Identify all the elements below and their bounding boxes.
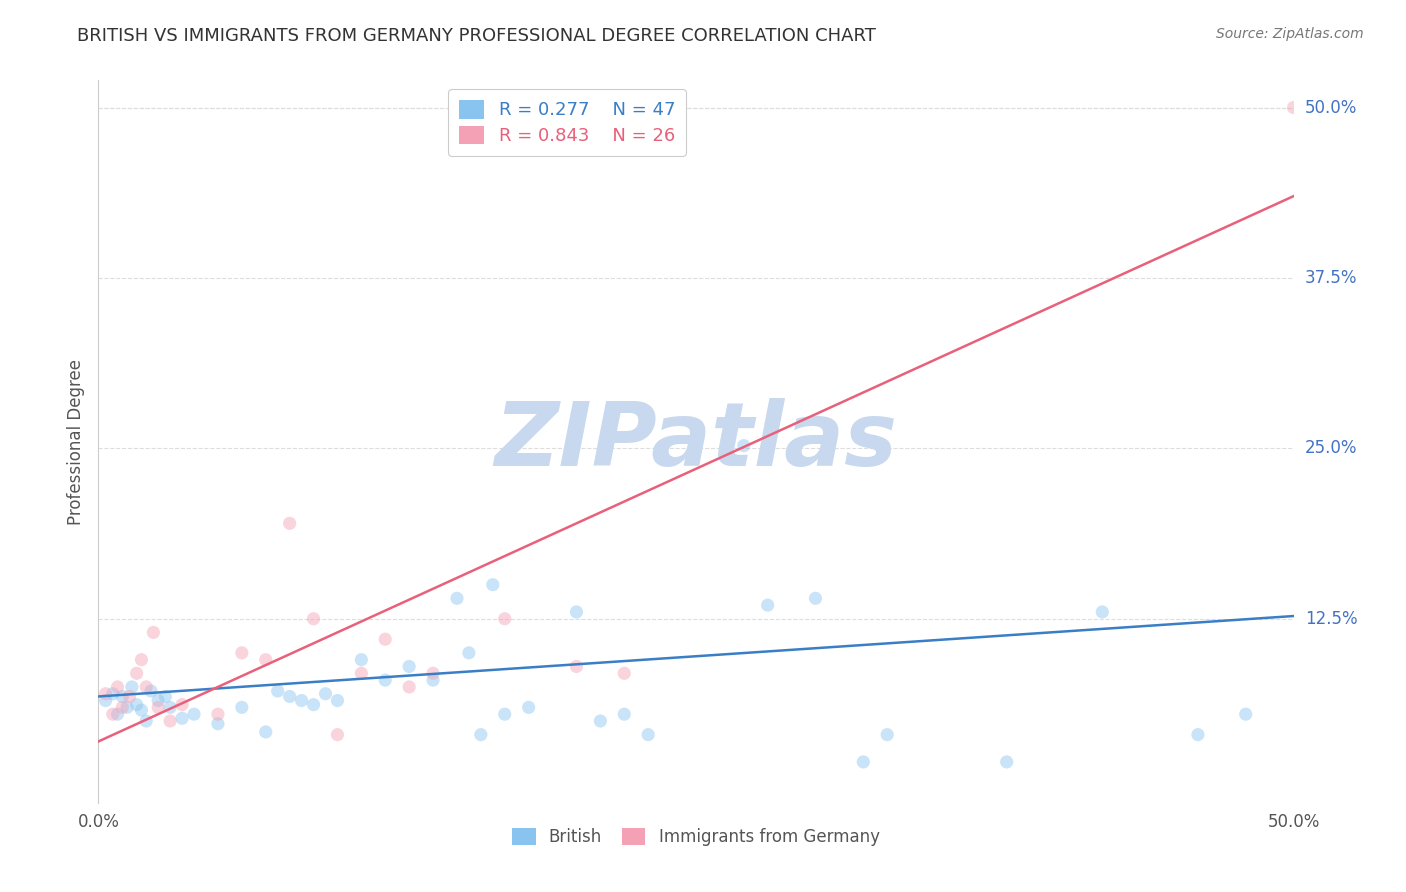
Point — [458, 646, 481, 660]
Text: 50.0%: 50.0% — [1305, 98, 1357, 117]
Point — [207, 707, 229, 722]
Point — [139, 684, 162, 698]
Point — [481, 577, 505, 591]
Point — [326, 728, 349, 742]
Point — [135, 714, 157, 728]
Point — [350, 666, 373, 681]
Point — [107, 707, 129, 722]
Point — [254, 653, 277, 667]
Point — [422, 673, 444, 687]
Point — [155, 690, 177, 704]
Point — [172, 698, 194, 712]
Point — [231, 646, 253, 660]
Point — [1282, 101, 1305, 115]
Point — [494, 612, 516, 626]
Text: 12.5%: 12.5% — [1305, 610, 1357, 628]
Point — [115, 700, 138, 714]
Point — [231, 700, 253, 714]
Point — [159, 714, 181, 728]
Point — [254, 725, 277, 739]
Text: 37.5%: 37.5% — [1305, 269, 1357, 287]
Point — [94, 693, 117, 707]
Point — [589, 714, 612, 728]
Point — [172, 711, 194, 725]
Point — [291, 693, 314, 707]
Y-axis label: Professional Degree: Professional Degree — [66, 359, 84, 524]
Point — [733, 439, 755, 453]
Point — [131, 703, 153, 717]
Text: ZIPatlas: ZIPatlas — [495, 398, 897, 485]
Point — [422, 666, 444, 681]
Point — [494, 707, 516, 722]
Point — [125, 698, 148, 712]
Point — [131, 653, 153, 667]
Point — [94, 687, 117, 701]
Point — [315, 687, 337, 701]
Legend: British, Immigrants from Germany: British, Immigrants from Germany — [502, 818, 890, 856]
Point — [148, 700, 170, 714]
Point — [398, 659, 420, 673]
Text: BRITISH VS IMMIGRANTS FROM GERMANY PROFESSIONAL DEGREE CORRELATION CHART: BRITISH VS IMMIGRANTS FROM GERMANY PROFE… — [77, 27, 876, 45]
Point — [111, 690, 134, 704]
Point — [613, 666, 636, 681]
Point — [159, 700, 181, 714]
Point — [565, 605, 588, 619]
Point — [207, 716, 229, 731]
Point — [302, 698, 325, 712]
Point — [118, 690, 141, 704]
Point — [148, 693, 170, 707]
Point — [101, 707, 124, 722]
Point — [876, 728, 898, 742]
Point — [565, 659, 588, 673]
Point — [804, 591, 827, 606]
Point — [374, 673, 396, 687]
Text: Source: ZipAtlas.com: Source: ZipAtlas.com — [1216, 27, 1364, 41]
Text: 25.0%: 25.0% — [1305, 440, 1357, 458]
Point — [1234, 707, 1257, 722]
Point — [101, 687, 124, 701]
Point — [613, 707, 636, 722]
Point — [1187, 728, 1209, 742]
Point — [125, 666, 148, 681]
Point — [107, 680, 129, 694]
Point — [517, 700, 540, 714]
Point — [995, 755, 1018, 769]
Point — [350, 653, 373, 667]
Point — [302, 612, 325, 626]
Point — [111, 700, 134, 714]
Point — [374, 632, 396, 647]
Point — [142, 625, 165, 640]
Point — [852, 755, 875, 769]
Point — [326, 693, 349, 707]
Point — [267, 684, 290, 698]
Point — [183, 707, 205, 722]
Point — [470, 728, 492, 742]
Point — [121, 680, 143, 694]
Point — [278, 690, 301, 704]
Point — [637, 728, 659, 742]
Point — [1091, 605, 1114, 619]
Point — [756, 598, 779, 612]
Point — [398, 680, 420, 694]
Point — [278, 516, 301, 531]
Point — [446, 591, 468, 606]
Point — [135, 680, 157, 694]
